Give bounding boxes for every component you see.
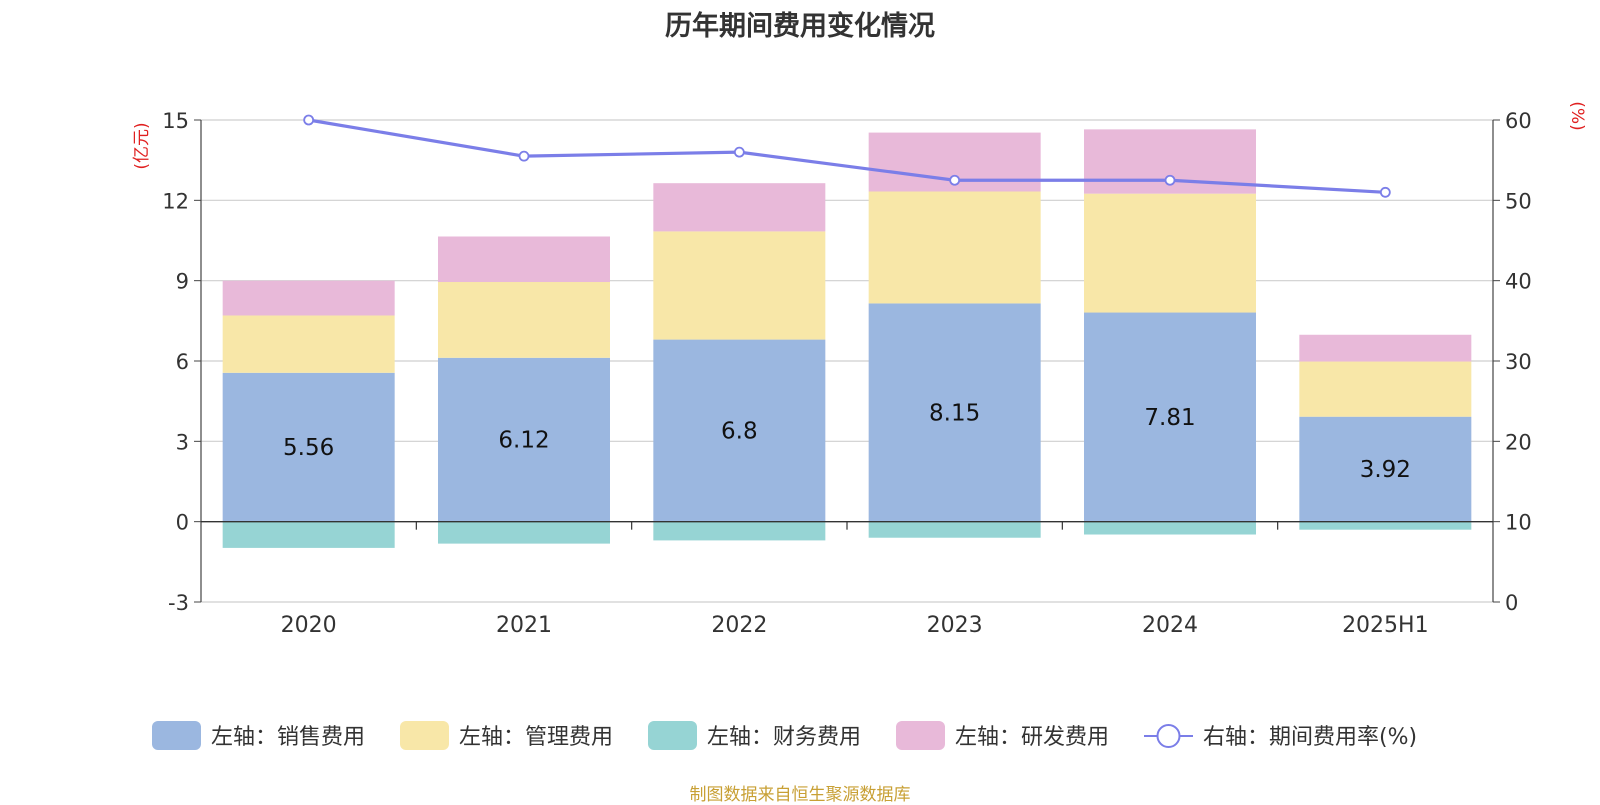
legend-label: 左轴：研发费用 <box>955 725 1109 750</box>
bar-1-2022 <box>653 231 826 340</box>
bar-1-2021 <box>438 282 610 358</box>
right-tick-label: 50 <box>1505 189 1532 213</box>
rate-point <box>518 150 530 162</box>
data-label: 8.15 <box>929 401 980 427</box>
category-label: 2025H1 <box>1342 613 1429 638</box>
bar-2-2024 <box>1084 521 1256 535</box>
rate-point <box>1164 174 1176 186</box>
left-tick-label: 0 <box>176 511 189 535</box>
bar-1-2020 <box>222 315 395 373</box>
legend-marker <box>1156 724 1181 748</box>
data-label: 7.81 <box>1144 405 1195 431</box>
left-tick-label: 12 <box>162 189 189 213</box>
data-label: 6.8 <box>721 419 758 445</box>
legend-swatch <box>896 721 945 750</box>
left-tick-label: -3 <box>168 591 189 615</box>
left-tick-label: 9 <box>176 270 189 294</box>
chart-title: 历年期间费用变化情况 <box>665 11 935 42</box>
category-label: 2021 <box>496 613 552 638</box>
category-label: 2023 <box>927 613 983 638</box>
right-axis-label: (%) <box>1567 101 1587 130</box>
left-axis-label: (亿元) <box>132 122 152 169</box>
data-label: 6.12 <box>498 428 549 454</box>
right-tick-label: 10 <box>1505 511 1532 535</box>
right-tick-label: 30 <box>1505 350 1532 374</box>
bar-2-2021 <box>438 521 610 544</box>
category-label: 2024 <box>1142 613 1198 638</box>
bar-2-2020 <box>222 521 395 548</box>
bar-2-2025H1 <box>1299 521 1472 530</box>
category-label: 2022 <box>711 613 767 638</box>
bar-2-2022 <box>653 521 826 541</box>
bar-0-2020 <box>222 372 395 522</box>
bar-2-2023 <box>868 521 1041 538</box>
bar-3-2025H1 <box>1299 334 1472 362</box>
rate-point <box>1379 186 1391 198</box>
right-tick-label: 0 <box>1505 591 1518 615</box>
rate-line <box>303 114 1391 198</box>
legend-label: 左轴：管理费用 <box>459 725 613 750</box>
rate-line-path <box>308 118 1386 194</box>
bar-0-2022 <box>653 339 826 522</box>
bar-0-2025H1 <box>1299 416 1472 522</box>
legend-swatch <box>152 721 201 750</box>
legend-label: 左轴：财务费用 <box>707 725 861 750</box>
data-label: 5.56 <box>283 435 334 461</box>
bar-0-2021 <box>438 357 610 522</box>
bar-1-2023 <box>868 191 1041 304</box>
category-label: 2020 <box>281 613 337 638</box>
bar-3-2021 <box>438 236 610 283</box>
rate-point <box>949 174 961 186</box>
legend-label: 左轴：销售费用 <box>211 725 365 750</box>
axes: -3 0 3 6 9 12 15 0 10 20 30 40 50 60 (亿元) (%) 2020 2021 20… <box>132 101 1587 638</box>
bar-3-2020 <box>222 280 395 316</box>
left-tick-label: 15 <box>162 109 189 133</box>
left-tick-label: 3 <box>176 430 189 454</box>
right-tick-label: 20 <box>1505 430 1532 454</box>
data-labels: 5.56 6.12 6.8 8.15 7.81 3.92 <box>283 401 1411 484</box>
legend-swatch <box>648 721 697 750</box>
bar-1-2024 <box>1084 193 1256 313</box>
gridlines <box>201 119 1493 603</box>
bar-1-2025H1 <box>1299 361 1472 417</box>
data-label: 3.92 <box>1360 457 1411 483</box>
legend-label: 右轴：期间费用率(%) <box>1203 725 1417 750</box>
rate-point <box>733 146 745 158</box>
bar-3-2022 <box>653 183 826 232</box>
right-tick-label: 60 <box>1505 109 1532 133</box>
bars <box>222 129 1472 548</box>
right-tick-label: 40 <box>1505 270 1532 294</box>
source-note: 制图数据来自恒生聚源数据库 <box>689 785 911 805</box>
legend: 左轴：销售费用 左轴：管理费用 左轴：财务费用 左轴：研发费用 右轴：期间费用率(%) <box>152 721 1417 750</box>
legend-swatch <box>400 721 449 750</box>
bar-0-2023 <box>868 303 1041 522</box>
left-tick-label: 6 <box>176 350 189 374</box>
bar-0-2024 <box>1084 312 1256 522</box>
rate-point <box>303 114 315 126</box>
